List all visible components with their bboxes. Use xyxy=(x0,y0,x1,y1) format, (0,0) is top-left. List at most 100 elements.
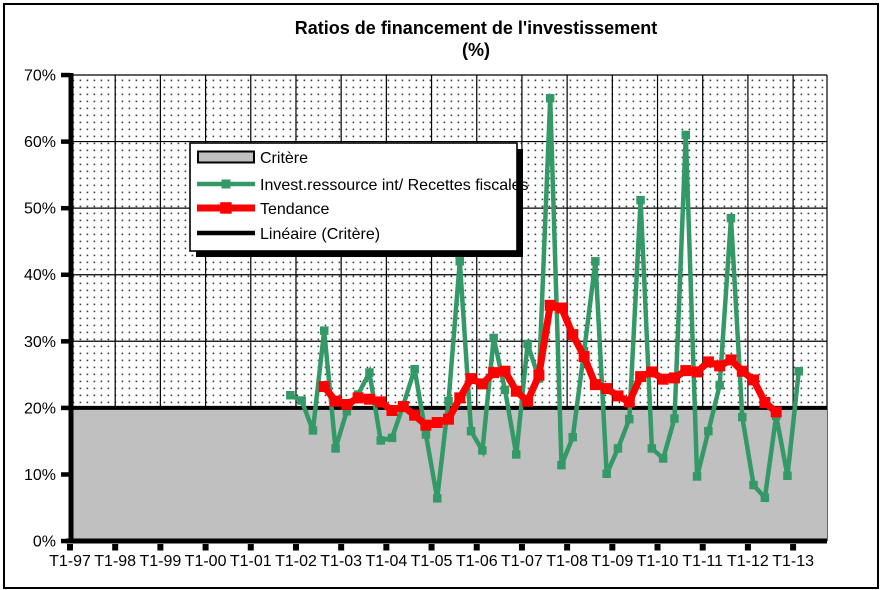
invest-series-marker xyxy=(410,365,419,374)
tendance-series-marker xyxy=(443,413,454,425)
x-axis-tick xyxy=(292,544,299,551)
invest-series-marker xyxy=(421,430,431,439)
tendance-series-marker xyxy=(386,405,398,416)
invest-series-marker xyxy=(523,339,532,349)
chart-title-line2: (%) xyxy=(462,40,490,60)
tendance-series-marker xyxy=(499,365,511,377)
x-axis-label: T1-07 xyxy=(501,553,543,570)
invest-series-line xyxy=(289,98,802,503)
tendance-series-marker xyxy=(623,396,635,408)
legend-item-invest: Invest.ressource int/ Recettes fiscales xyxy=(197,177,529,194)
invest-series-marker xyxy=(783,471,792,480)
tendance-series-marker xyxy=(409,409,421,421)
y-axis-tick xyxy=(61,339,70,344)
y-axis-tick xyxy=(61,72,70,78)
x-axis-tick xyxy=(202,544,209,551)
y-axis-label: 70% xyxy=(24,68,56,85)
tendance-series-marker xyxy=(397,401,409,412)
invest-series-marker xyxy=(387,433,397,443)
invest-series-marker xyxy=(726,213,736,223)
tendance-series-marker xyxy=(454,392,466,404)
plot-area: 0%10%20%30%40%50%60%70%T1-97 T1-98 T1-99 T1… xyxy=(24,68,828,570)
tendance-series-marker xyxy=(646,366,658,378)
x-axis-label: T1-10 xyxy=(637,553,679,570)
tendance-series-marker xyxy=(476,378,488,390)
tendance-series-marker xyxy=(725,354,737,366)
invest-series-marker xyxy=(545,94,555,103)
invest-series-marker xyxy=(500,385,510,395)
x-axis-label: T1-01 xyxy=(230,553,272,570)
tendance-series-marker xyxy=(375,396,387,408)
tendance-series-marker xyxy=(420,419,432,431)
invest-series-marker xyxy=(681,130,690,140)
invest-series-marker xyxy=(794,367,803,376)
invest-series-marker xyxy=(466,426,476,436)
tendance-series-marker xyxy=(736,365,748,377)
tendance-series-marker xyxy=(363,393,375,405)
x-axis-label: T1-12 xyxy=(727,553,769,570)
tendance-series-marker xyxy=(748,374,760,386)
y-axis-tick xyxy=(61,272,70,278)
tendance-series-marker xyxy=(352,392,364,404)
invest-series-marker xyxy=(591,257,600,266)
x-axis-tick xyxy=(654,544,661,551)
tendance-series-marker xyxy=(770,406,782,418)
y-axis-label: 40% xyxy=(24,267,56,284)
tendance-series-marker xyxy=(544,299,556,311)
y-axis-label: 20% xyxy=(24,400,56,417)
x-axis-tick xyxy=(247,544,254,551)
invest-series-marker xyxy=(512,450,521,459)
invest-series-marker xyxy=(670,414,679,423)
invest-series-marker xyxy=(444,396,453,406)
invest-series-marker xyxy=(760,493,770,502)
x-axis-tick xyxy=(67,544,73,551)
invest-series-marker xyxy=(478,446,487,455)
invest-series-marker xyxy=(331,444,340,453)
legend-item-tendance: Tendance xyxy=(197,201,329,218)
y-axis-label: 0% xyxy=(33,534,56,551)
tendance-series-marker xyxy=(714,360,726,372)
x-axis-tick xyxy=(744,544,751,551)
invest-series-marker xyxy=(455,257,464,266)
invest-series-marker xyxy=(365,368,374,377)
y-axis-tick xyxy=(61,405,70,411)
invest-series-marker xyxy=(613,444,623,453)
tendance-series-marker xyxy=(330,395,341,407)
invest-series-marker xyxy=(647,444,657,453)
critere-area xyxy=(70,407,827,541)
x-axis-label: T1-13 xyxy=(772,553,814,570)
tendance-series-marker xyxy=(578,351,590,363)
invest-series-marker xyxy=(286,391,295,400)
invest-series-marker xyxy=(557,460,566,470)
invest-series-marker xyxy=(704,426,713,436)
chart-title-line1: Ratios de financement de l'investissemen… xyxy=(295,18,657,38)
legend-box: Critère Invest.ressource int/ Recettes f… xyxy=(189,142,529,257)
y-axis-label: 30% xyxy=(24,334,56,351)
tendance-series-marker xyxy=(635,371,647,383)
invest-series-marker xyxy=(738,412,747,422)
y-axis-label: 10% xyxy=(24,467,56,484)
y-axis-tick xyxy=(61,538,70,544)
invest-series-marker xyxy=(658,454,668,463)
y-axis-label: 50% xyxy=(24,201,56,218)
tendance-series-marker xyxy=(556,302,567,314)
x-axis-label: T1-05 xyxy=(411,553,453,570)
x-axis-label: T1-02 xyxy=(275,553,317,570)
invest-series-marker xyxy=(342,406,352,416)
tendance-series-marker xyxy=(533,369,545,381)
invest-series-marker xyxy=(625,414,634,424)
x-axis-label: T1-98 xyxy=(94,553,136,570)
x-axis-tick xyxy=(518,544,525,551)
tendance-series-marker xyxy=(431,417,443,428)
tendance-series-marker xyxy=(510,385,522,397)
x-axis-label: T1-06 xyxy=(456,553,498,570)
invest-series-marker xyxy=(489,333,498,343)
invest-series-marker xyxy=(715,381,724,390)
legend-label-critere: Critère xyxy=(260,150,308,167)
invest-series-marker xyxy=(692,472,702,481)
x-axis-label: T1-04 xyxy=(365,553,407,570)
x-axis-tick xyxy=(383,544,390,551)
tendance-series-marker xyxy=(759,397,771,408)
